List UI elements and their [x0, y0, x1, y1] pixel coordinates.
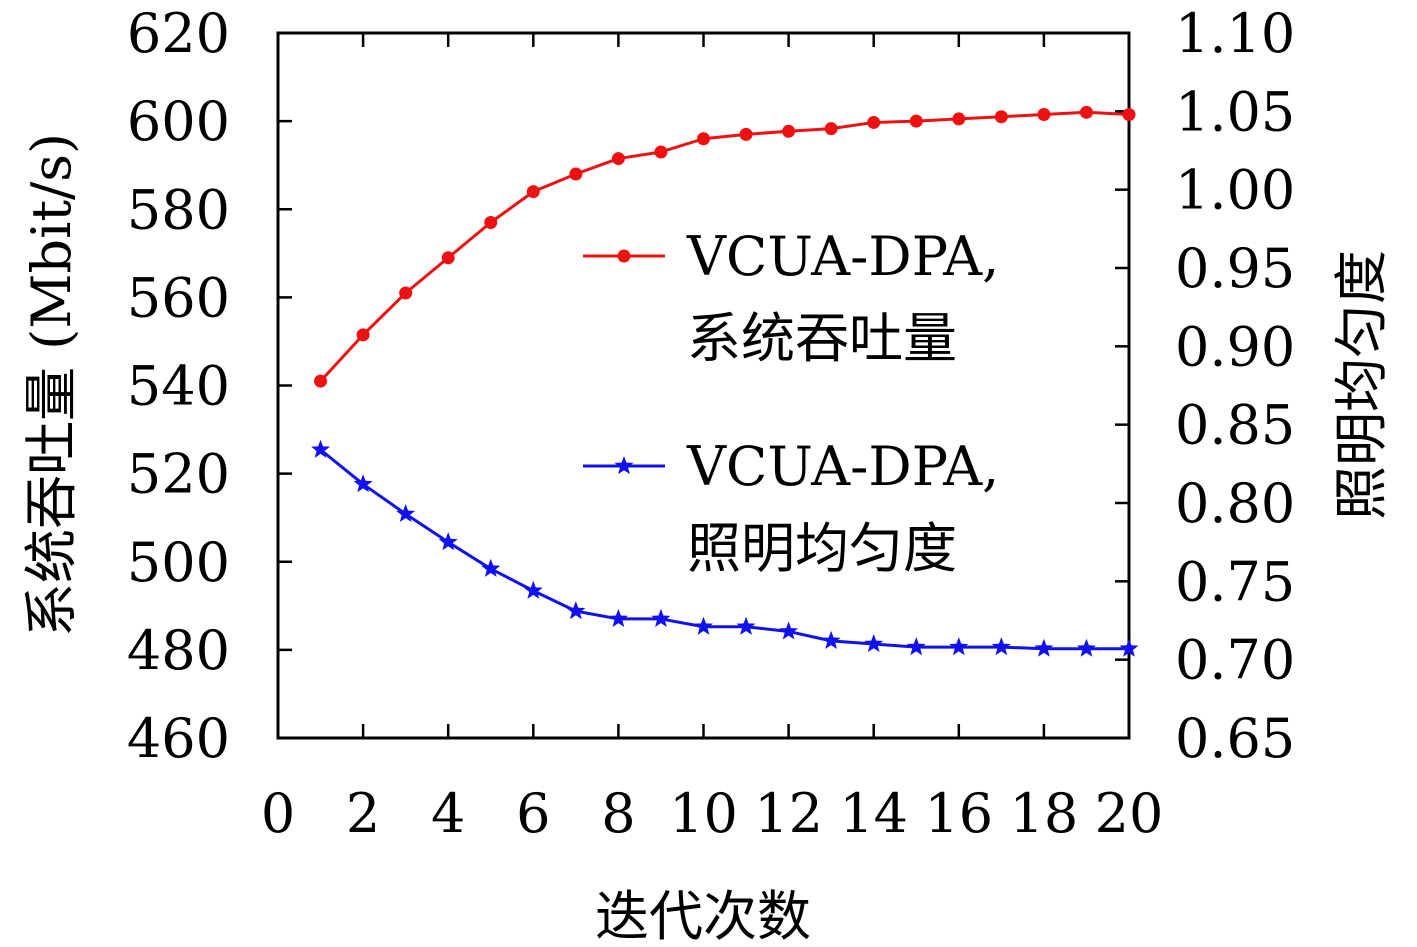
- data-point-circle: [526, 185, 540, 199]
- series-line-1: [319, 448, 1129, 651]
- data-point-star: [864, 634, 884, 653]
- data-point-star: [693, 616, 714, 635]
- right-y-tick-label: 1.10: [1175, 2, 1295, 65]
- data-point-star: [1034, 638, 1054, 657]
- data-point-star: [906, 637, 926, 656]
- right-y-tick-label: 0.80: [1175, 472, 1295, 535]
- left-y-tick-label: 500: [127, 531, 230, 594]
- x-tick-label: 18: [1010, 782, 1079, 845]
- legend-item-throughput: VCUA-DPA, 系统吞吐量: [583, 225, 999, 370]
- right-y-tick-label: 0.90: [1175, 315, 1295, 378]
- right-y-axis-label: 照明均匀度: [1330, 250, 1393, 520]
- legend-label-uniformity-line1: VCUA-DPA,: [686, 435, 999, 498]
- data-point-star: [438, 532, 458, 551]
- data-point-circle: [314, 374, 328, 388]
- right-y-tick-label: 1.05: [1175, 80, 1295, 143]
- legend-label-uniformity-line2: 照明均匀度: [687, 517, 957, 580]
- x-tick-label: 16: [924, 782, 993, 845]
- x-tick-label: 10: [669, 782, 738, 845]
- data-point-star: [779, 621, 799, 640]
- data-point-star: [651, 608, 671, 628]
- right-y-tick-label: 0.85: [1175, 394, 1295, 457]
- data-point-circle: [484, 215, 498, 229]
- data-point-star: [396, 503, 416, 523]
- data-point-circle: [569, 167, 583, 181]
- x-tick-label: 20: [1095, 782, 1164, 845]
- data-point-circle: [1079, 105, 1093, 119]
- data-point-star: [821, 630, 841, 649]
- series-0: [314, 105, 1136, 388]
- legend-item-uniformity: VCUA-DPA, 照明均匀度: [583, 435, 999, 580]
- data-point-star: [566, 601, 586, 620]
- left-y-tick-label: 580: [127, 178, 230, 241]
- data-point-circle: [824, 122, 838, 136]
- x-tick-label: 12: [754, 782, 823, 845]
- right-y-tick-label: 0.95: [1175, 237, 1295, 300]
- data-point-circle: [952, 112, 966, 126]
- data-point-star: [311, 439, 331, 458]
- right-y-tick-label: 1.00: [1175, 159, 1295, 222]
- data-point-circle: [654, 145, 668, 159]
- right-y-axis-ticks: 0.65 0.70 0.75 0.80 0.85 0.90 0.95 1.00 1.05 1.10: [1115, 2, 1295, 770]
- series-layer: [311, 105, 1139, 657]
- data-point-circle: [994, 110, 1008, 124]
- right-y-tick-label: 0.70: [1175, 629, 1295, 692]
- series-line-0: [319, 110, 1130, 383]
- left-y-tick-label: 540: [127, 355, 230, 418]
- legend-marker-circle: [617, 249, 631, 263]
- data-point-circle: [867, 115, 881, 129]
- right-y-tick-label: 0.75: [1175, 550, 1295, 613]
- data-point-star: [949, 637, 969, 656]
- data-point-circle: [697, 132, 710, 146]
- left-y-tick-label: 480: [127, 619, 230, 682]
- data-point-circle: [782, 124, 796, 138]
- x-axis-label: 迭代次数: [595, 885, 811, 947]
- left-y-tick-label: 460: [127, 707, 230, 770]
- legend-marker-star: [614, 456, 634, 475]
- data-point-circle: [399, 286, 413, 300]
- left-y-axis-label: 系统吞吐量 (Mbit/s): [20, 133, 83, 637]
- left-y-tick-label: 520: [127, 443, 230, 506]
- right-y-tick-label: 0.65: [1175, 707, 1295, 770]
- data-point-circle: [441, 251, 455, 265]
- legend: VCUA-DPA, 系统吞吐量 VCUA-DPA, 照明均匀度: [583, 225, 999, 580]
- data-point-circle: [1037, 108, 1051, 122]
- data-point-circle: [1122, 108, 1136, 122]
- data-point-star: [481, 558, 501, 577]
- x-tick-label: 8: [601, 782, 635, 845]
- data-point-star: [1119, 638, 1139, 657]
- data-point-star: [608, 608, 628, 628]
- left-y-tick-label: 620: [127, 2, 230, 65]
- left-y-tick-label: 600: [127, 90, 230, 153]
- series-1: [311, 439, 1139, 657]
- legend-label-throughput-line1: VCUA-DPA,: [686, 225, 999, 288]
- data-point-circle: [739, 127, 753, 141]
- data-point-star: [523, 580, 543, 599]
- data-point-star: [991, 637, 1011, 656]
- data-point-circle: [611, 152, 625, 166]
- left-y-axis-ticks: 460 480 500 520 540 560 580 600 620: [127, 2, 292, 770]
- x-tick-label: 4: [431, 782, 465, 845]
- data-point-star: [736, 616, 756, 635]
- legend-label-throughput-line2: 系统吞吐量: [687, 307, 957, 370]
- x-tick-label: 0: [261, 782, 295, 845]
- left-y-tick-label: 560: [127, 266, 230, 329]
- x-axis-ticks: 0 2 4 6 8 10 12 14 16 18 20: [261, 33, 1164, 845]
- x-tick-label: 14: [839, 782, 908, 845]
- data-point-circle: [356, 328, 370, 342]
- data-point-star: [353, 474, 373, 493]
- data-point-circle: [909, 114, 923, 128]
- x-tick-label: 2: [346, 782, 380, 845]
- data-point-star: [1076, 638, 1096, 657]
- x-tick-label: 6: [516, 782, 550, 845]
